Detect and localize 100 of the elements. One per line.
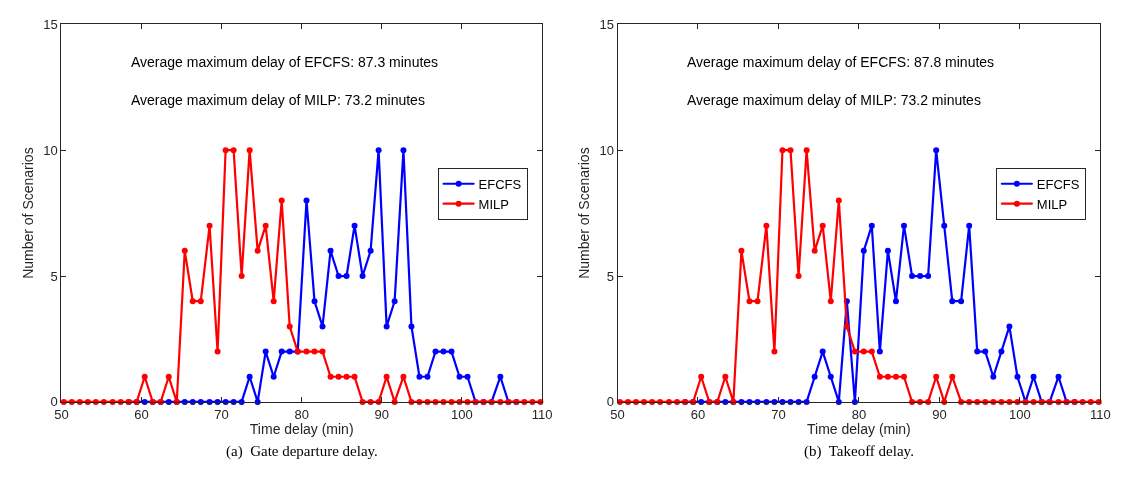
point: [206, 222, 213, 229]
text: (a) Gate departure delay.: [226, 443, 378, 460]
legend-label: EFCFS: [478, 176, 522, 192]
point: [254, 247, 261, 254]
legend-label: MILP: [1036, 196, 1068, 212]
point: [754, 298, 761, 305]
point: [876, 348, 883, 355]
point: [1055, 373, 1062, 380]
point: [811, 373, 818, 380]
point: [998, 348, 1005, 355]
point: [343, 273, 350, 280]
point: [319, 348, 326, 355]
x-tick-label: 60: [690, 406, 706, 422]
point: [238, 273, 245, 280]
point: [375, 147, 382, 154]
x-tick-label: 70: [214, 406, 229, 422]
point: [722, 373, 729, 380]
point: [311, 348, 318, 355]
point: [464, 373, 471, 380]
point: [432, 348, 439, 355]
annotation: Average maximum delay of MILP: 73.2 minutes: [687, 92, 981, 108]
point: [917, 398, 924, 405]
point: [949, 298, 956, 305]
point: [367, 247, 374, 254]
point: [900, 373, 907, 380]
x-tick-label: 90: [374, 406, 390, 422]
point: [303, 197, 310, 204]
point: [892, 373, 899, 380]
x-tick-label: 70: [771, 406, 786, 422]
x-axis-title: Time delay (min): [807, 421, 911, 438]
point: [941, 222, 948, 229]
point: [909, 273, 916, 280]
point: [319, 323, 326, 330]
y-axis-title: Number of Scenarios: [19, 147, 36, 279]
point: [884, 373, 891, 380]
point: [933, 373, 940, 380]
point: [966, 222, 973, 229]
point: [262, 348, 269, 355]
point: [181, 247, 188, 254]
point: [351, 373, 358, 380]
point: [933, 147, 940, 154]
point: [440, 348, 447, 355]
point: [868, 348, 875, 355]
point: [974, 348, 981, 355]
point: [868, 222, 875, 229]
point: [497, 373, 504, 380]
point: [649, 398, 656, 405]
point: [771, 348, 778, 355]
point: [674, 398, 681, 405]
point: [351, 222, 358, 229]
legend-label: EFCFS: [1036, 176, 1080, 192]
point: [811, 247, 818, 254]
point: [803, 147, 810, 154]
point: [359, 273, 366, 280]
point: [843, 323, 850, 330]
point: [335, 273, 342, 280]
point: [246, 373, 253, 380]
point: [819, 348, 826, 355]
point: [1014, 373, 1021, 380]
point: [214, 348, 221, 355]
point: [246, 147, 253, 154]
point: [666, 398, 672, 405]
x-tick-label: 110: [531, 406, 553, 422]
y-tick-label: 5: [50, 268, 58, 284]
point: [851, 398, 858, 405]
y-tick-label: 15: [43, 16, 58, 32]
point: [327, 247, 334, 254]
x-tick-label: 80: [851, 406, 867, 422]
point: [819, 222, 826, 229]
point: [400, 373, 407, 380]
point: [835, 197, 842, 204]
point: [408, 323, 415, 330]
point: [383, 323, 390, 330]
annotation: Average maximum delay of MILP: 73.2 minutes: [131, 92, 425, 108]
y-axis-title: Number of Scenarios: [576, 147, 593, 279]
point: [884, 247, 891, 254]
x-tick-label: 100: [1009, 406, 1031, 422]
point: [779, 147, 786, 154]
point: [795, 273, 802, 280]
point: [303, 348, 310, 355]
point: [278, 197, 285, 204]
x-axis-title: Time delay (min): [249, 421, 354, 438]
point: [958, 398, 965, 405]
point: [909, 398, 916, 405]
point: [424, 373, 431, 380]
point: [230, 147, 237, 154]
point: [633, 398, 640, 405]
text: (b) Takeoff delay.: [804, 443, 914, 460]
point: [860, 348, 867, 355]
point: [1006, 323, 1013, 330]
point: [990, 373, 997, 380]
point: [189, 298, 196, 305]
point: [335, 373, 342, 380]
point: [311, 298, 318, 305]
point: [738, 247, 745, 254]
point: [876, 373, 883, 380]
point: [860, 247, 867, 254]
point: [456, 373, 463, 380]
point: [851, 348, 858, 355]
y-tick-label: 10: [599, 142, 614, 158]
